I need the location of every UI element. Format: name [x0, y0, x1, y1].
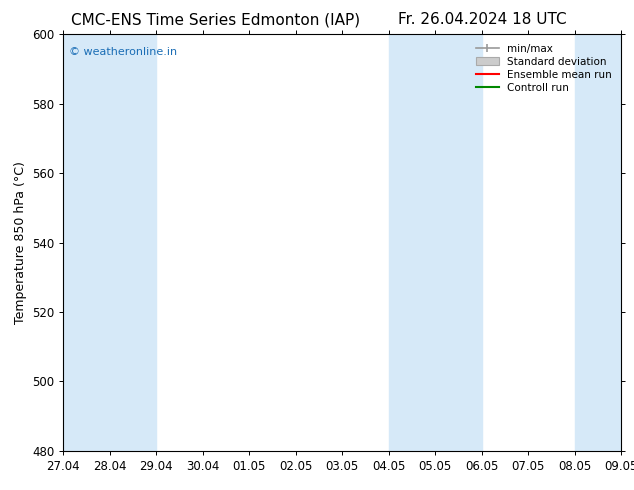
Text: Fr. 26.04.2024 18 UTC: Fr. 26.04.2024 18 UTC: [398, 12, 566, 27]
Legend: min/max, Standard deviation, Ensemble mean run, Controll run: min/max, Standard deviation, Ensemble me…: [472, 40, 616, 97]
Bar: [389, 34, 482, 451]
Y-axis label: Temperature 850 hPa (°C): Temperature 850 hPa (°C): [13, 161, 27, 324]
Text: © weatheronline.in: © weatheronline.in: [69, 47, 177, 57]
Text: CMC-ENS Time Series Edmonton (IAP): CMC-ENS Time Series Edmonton (IAP): [71, 12, 360, 27]
Bar: [63, 34, 157, 451]
Bar: [575, 34, 621, 451]
